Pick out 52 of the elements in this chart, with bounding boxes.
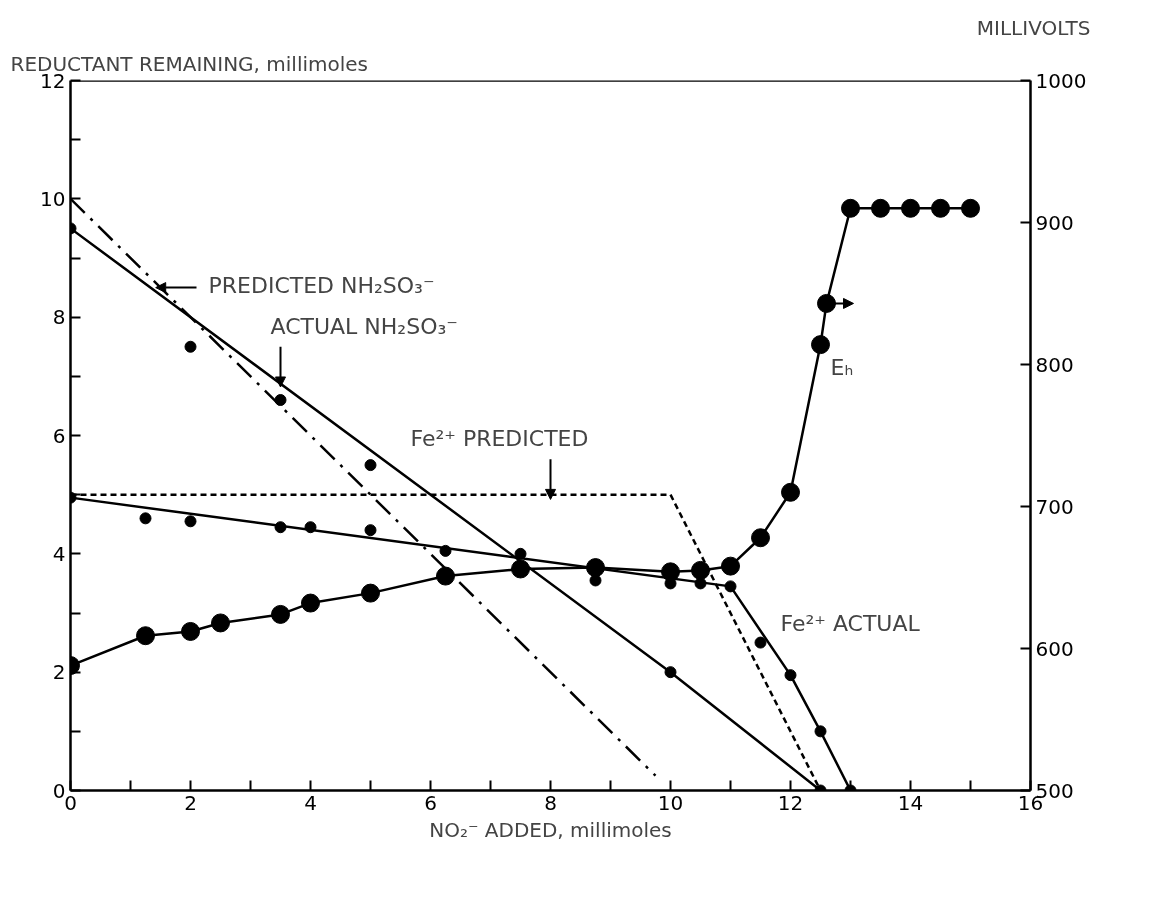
x-axis-title: NO₂⁻ ADDED, millimoles <box>429 817 672 842</box>
point <box>931 198 950 218</box>
y2-tick-label: 800 <box>1035 352 1074 377</box>
point <box>436 566 455 586</box>
series-label: Eₕ <box>830 354 854 380</box>
x-tick-label: 14 <box>897 790 924 815</box>
point <box>211 613 230 633</box>
point <box>961 198 980 218</box>
point <box>811 335 830 355</box>
y2-tick-label: 700 <box>1035 494 1074 519</box>
annotation: Fe²⁺ PREDICTED <box>410 426 589 452</box>
point <box>661 562 680 582</box>
x-tick-label: 10 <box>657 790 684 815</box>
point <box>274 394 287 406</box>
x-tick-label: 6 <box>424 790 437 815</box>
point <box>139 512 152 525</box>
y2-tick-label: 900 <box>1035 210 1074 235</box>
point <box>136 626 155 646</box>
y-tick-label: 4 <box>52 541 66 566</box>
annotation: ACTUAL NH₂SO₃⁻ <box>270 313 458 339</box>
point <box>691 560 710 580</box>
point <box>754 636 767 649</box>
point <box>817 293 836 313</box>
y-tick-label: 6 <box>52 423 66 448</box>
point <box>871 198 890 218</box>
y2-axis-title: MILLIVOLTS <box>976 15 1091 40</box>
point <box>721 556 740 576</box>
y2-tick-label: 600 <box>1035 636 1074 661</box>
point <box>901 198 920 218</box>
point <box>841 198 860 218</box>
point <box>301 593 320 613</box>
annotation: PREDICTED NH₂SO₃⁻ <box>208 272 435 298</box>
y-tick-label: 10 <box>40 186 66 211</box>
series-label: Fe²⁺ ACTUAL <box>780 610 921 636</box>
y-tick-label: 2 <box>52 660 66 685</box>
point <box>271 604 290 624</box>
x-tick-label: 12 <box>777 790 804 815</box>
point <box>361 583 380 603</box>
point <box>181 621 200 641</box>
point <box>751 528 770 548</box>
point <box>184 515 197 528</box>
point <box>511 559 530 579</box>
x-tick-label: 8 <box>544 790 557 815</box>
x-tick-label: 2 <box>184 790 197 815</box>
y2-tick-label: 1000 <box>1035 68 1087 93</box>
point <box>364 524 377 537</box>
y-tick-label: 8 <box>52 305 66 330</box>
x-tick-label: 4 <box>304 790 317 815</box>
point <box>781 482 800 502</box>
point <box>184 340 197 353</box>
point <box>364 459 377 472</box>
point <box>586 558 605 578</box>
